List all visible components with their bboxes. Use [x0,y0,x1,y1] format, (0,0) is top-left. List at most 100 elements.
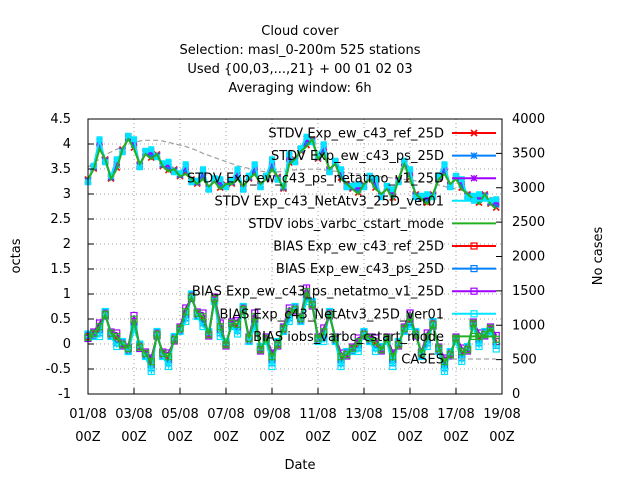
x-tick-label-date: 15/08 [391,407,428,422]
data-point [440,358,449,366]
y-tick-label: 2.5 [50,212,71,227]
legend-label: BIAS iobs_varbc_cstart_mode [253,330,444,345]
data-point [217,176,224,183]
legend-label: BIAS Exp_c43_NetAtv3_25D_ver01 [219,307,444,322]
x-tick-label-hour: 00Z [259,430,285,445]
y2-tick-label: 1000 [512,318,545,333]
data-point [481,331,489,339]
data-point [348,344,357,352]
data-point [164,353,173,361]
data-point [251,161,258,168]
data-point [274,176,281,183]
data-point [131,136,137,143]
data-point [458,176,465,183]
data-point [354,338,362,346]
y2-tick-label: 2000 [512,250,545,265]
legend: STDV Exp_ew_c43_ref_25D STDV Exp_ew_c43_p… [187,127,496,368]
data-point [424,191,431,198]
data-point [125,132,132,139]
data-point [463,346,472,354]
data-point [154,154,160,161]
x-tick-label-date: 19/08 [483,407,520,422]
data-point [205,331,213,339]
data-point [325,311,334,319]
x-tick-label-hour: 00Z [75,430,101,445]
data-point [470,174,478,182]
data-point [292,159,298,166]
data-point [452,334,460,342]
data-point [470,242,478,250]
data-point [297,145,304,152]
chart-title: Cloud cover Selection: masl_0-200m 525 st… [180,24,421,96]
data-point [429,321,437,329]
y-tick-label: 2 [63,237,71,252]
data-point [251,309,259,317]
x-tick-label-date: 07/08 [207,407,244,422]
y2-tick-label: 2500 [512,215,545,230]
data-point [177,170,183,177]
data-point [372,176,379,183]
data-point [90,329,98,337]
x-tick-label-hour: 00Z [351,430,377,445]
data-point [210,294,219,302]
data-point [389,186,396,193]
data-point [394,341,403,349]
x-tick-label-date: 13/08 [345,407,382,422]
data-point [417,349,426,357]
x-tick-label-date: 03/08 [115,407,152,422]
legend-label: CASES [401,353,444,368]
data-point [320,141,327,148]
y-tick-label: -0.5 [46,362,71,377]
legend-label: STDV Exp_ew_c43_ref_25D [268,127,444,142]
data-point [211,175,218,182]
data-point [435,172,442,179]
data-point [371,338,380,346]
data-point [475,342,483,351]
data-point [136,343,144,351]
data-point [101,311,109,319]
data-point [447,184,454,191]
data-point [182,308,190,316]
legend-label: STDV Exp_c43_NetAtv3_25D_ver01 [214,194,444,209]
data-point [355,181,362,188]
data-point [171,169,178,176]
data-point [470,310,478,318]
data-point [337,362,345,371]
data-point [481,194,488,201]
y-tick-label: 3 [63,187,71,202]
data-point [187,293,196,301]
data-point [200,166,206,173]
chart-title-line: Cloud cover [261,24,339,39]
data-point [148,146,155,153]
data-point [269,156,275,163]
y-axis-label: octas [9,238,24,273]
data-point [430,194,436,201]
axes: -1 -0.5 0 0.5 1 1.5 2 2.5 3 3.5 4 4.5 0 500 1000 1500 20… [9,112,606,473]
data-point [326,169,333,176]
data-point [113,333,121,341]
data-point [113,156,120,163]
data-point [435,344,443,352]
data-point [246,172,252,179]
data-point [274,341,282,349]
data-point [401,157,408,164]
series-10 [87,139,497,200]
data-point [124,344,132,352]
data-point [136,164,143,171]
x-tick-label-date: 09/08 [253,407,290,422]
series-line [87,136,497,210]
data-point [412,194,419,201]
chart-title-line: Selection: masl_0-200m 525 stations [180,43,421,58]
data-point [470,129,478,137]
chart-title-line: Averaging window: 6h [228,81,371,96]
x-tick-label-hour: 00Z [167,430,193,445]
data-point [320,328,328,336]
legend-label: BIAS Exp_ew_c43_ps_25D [276,262,444,277]
data-point [418,192,425,199]
data-point [182,161,189,168]
data-point [159,160,166,167]
data-point [406,313,414,321]
legend-label: BIAS Exp_ew_c43_ps_netatmo_v1_25D [192,285,444,300]
x-tick-label-date: 01/08 [69,407,106,422]
